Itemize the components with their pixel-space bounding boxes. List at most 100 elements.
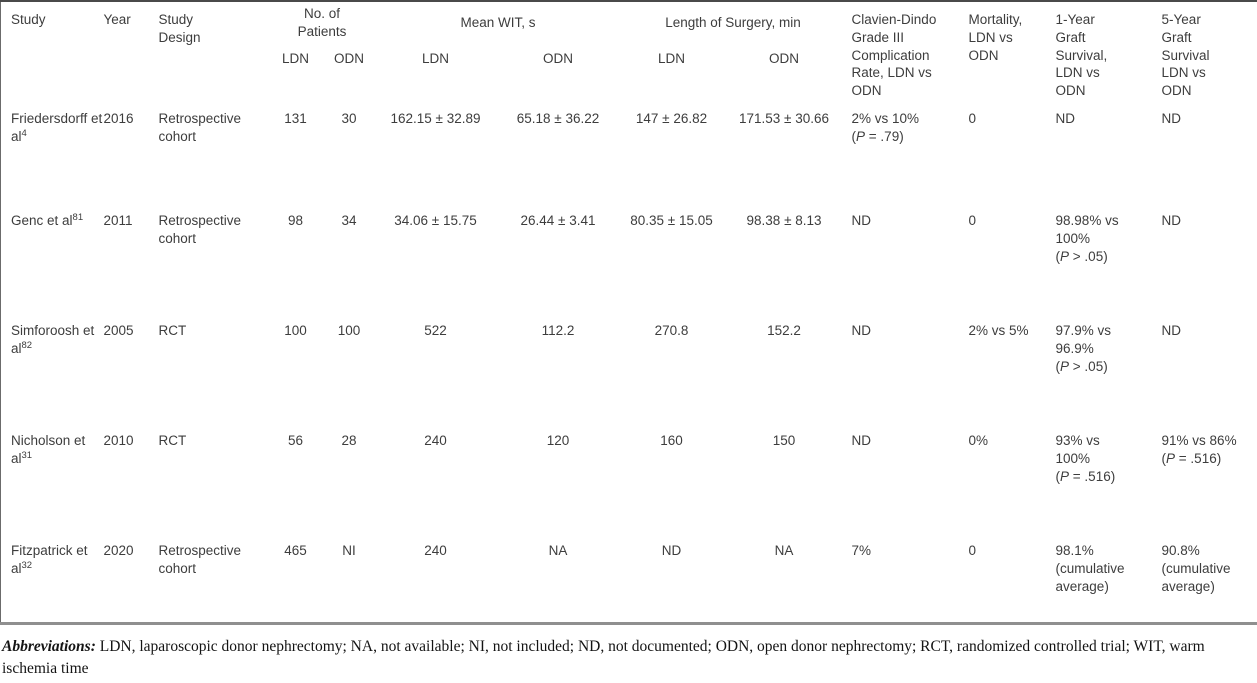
p-value: (P > .05) [1055,358,1108,374]
cell-wit-ldn: 162.15 ± 32.89 [390,111,481,127]
header-mean-wit: Mean WIT, s [460,15,536,31]
subheader-surgery-odn: ODN [769,51,800,67]
abbreviations-label: Abbreviations: [2,638,96,656]
table-row: Simforoosh et al82 2005 RCT 100 100 522 … [1,312,1257,422]
cell-surgery-ldn: 80.35 ± 15.05 [630,213,713,229]
reference-superscript: 82 [21,339,33,351]
table-row: Fitzpatrick et al32 2020 Retrospective c… [1,532,1257,624]
reference-superscript: 4 [21,127,27,139]
cell-mortality: 0 [968,543,977,559]
reference-superscript: 32 [21,559,33,571]
cell-patients-ldn: 98 [287,213,304,229]
cell-design: Retrospective cohort [158,213,242,246]
cell-5-year-graft: ND [1161,111,1182,127]
subheader-patients-odn: ODN [334,51,364,67]
cell-patients-odn: NI [342,543,356,559]
cell-patients-ldn: 465 [284,543,307,559]
cell-surgery-odn: 171.53 ± 30.66 [739,111,830,127]
cell-patients-ldn: 56 [287,433,304,449]
cell-complication: ND [851,323,872,339]
cell-wit-ldn: 240 [424,543,447,559]
ldn-odn-study-table: Study Year Study Design No. of Patients … [0,0,1257,626]
reference-superscript: 81 [72,212,84,224]
cell-surgery-odn: NA [774,543,794,559]
cell-wit-odn: 26.44 ± 3.41 [520,213,596,229]
cell-year: 2005 [103,323,134,339]
table-row: Genc et al81 2011 Retrospective cohort 9… [1,202,1257,312]
cell-study: Friedersdorff et al4 [11,111,103,144]
header-mortality: Mortality, LDN vs ODN [968,12,1023,63]
header-row-groups: Study Year Study Design No. of Patients … [1,1,1257,98]
cell-study: Nicholson et al31 [11,433,86,466]
cell-surgery-odn: 98.38 ± 8.13 [746,213,822,229]
subheader-patients-ldn: LDN [281,51,309,67]
header-length-of-surgery: Length of Surgery, min [665,15,801,31]
cell-study: Fitzpatrick et al32 [11,543,88,576]
table-row: Nicholson et al31 2010 RCT 56 28 240 120… [1,422,1257,532]
cell-wit-odn: 120 [546,433,570,449]
header-5-year-graft-survival: 5-Year Graft Survival LDN vs ODN [1161,12,1210,99]
cell-patients-ldn: 100 [284,323,307,339]
cell-surgery-ldn: 160 [660,433,683,449]
cell-wit-ldn: 240 [424,433,447,449]
header-study: Study [11,12,46,27]
subheader-surgery-ldn: LDN [658,51,686,67]
cell-year: 2016 [103,111,134,127]
cell-1-year-graft: 98.98% vs 100% (P > .05) [1050,202,1156,312]
subheader-wit-ldn: LDN [421,51,449,67]
p-value: (P > .05) [1055,248,1108,264]
reference-superscript: 31 [21,449,33,461]
cell-1-year-graft: 98.1% (cumulative average) [1055,543,1125,594]
cell-1-year-graft: 93% vs 100% (P = .516) [1050,422,1156,532]
cell-mortality: 0% [968,433,989,449]
cell-year: 2020 [103,543,134,559]
header-1-year-graft-survival: 1-Year Graft Survival, LDN vs ODN [1055,12,1108,99]
cell-5-year-graft: ND [1161,213,1182,229]
cell-design: RCT [158,323,187,339]
cell-mortality: 0 [968,111,977,127]
cell-design: Retrospective cohort [158,543,242,576]
cell-complication: 2% vs 10% (P = .79) [846,100,963,202]
cell-design: RCT [158,433,187,449]
cell-5-year-graft: ND [1161,323,1182,339]
cell-5-year-graft: 91% vs 86% (P = .516) [1156,422,1257,532]
abbreviations-footnote: Abbreviations: LDN, laparoscopic donor n… [0,636,1257,680]
cell-patients-odn: 100 [337,323,361,339]
cell-patients-odn: 28 [341,433,357,449]
header-clavien-dindo: Clavien-Dindo Grade III Complication Rat… [851,12,937,99]
cell-patients-ldn: 131 [284,111,307,127]
cell-mortality: 0 [968,213,977,229]
header-no-of-patients: No. of Patients [297,6,347,40]
subheader-wit-odn: ODN [543,51,573,67]
header-study-design: Study Design [158,12,201,45]
cell-1-year-graft: ND [1055,111,1076,127]
cell-wit-odn: 65.18 ± 36.22 [516,111,600,127]
cell-year: 2010 [103,433,134,449]
table-row: Friedersdorff et al4 2016 Retrospective … [1,100,1257,202]
cell-year: 2011 [103,213,133,229]
cell-patients-odn: 34 [341,213,357,229]
p-value: (P = .516) [1161,450,1222,466]
cell-5-year-graft: 90.8% (cumulative average) [1161,543,1231,594]
cell-design: Retrospective cohort [158,111,242,144]
cell-1-year-graft: 97.9% vs 96.9% (P > .05) [1050,312,1156,422]
p-value: (P = .79) [851,128,904,144]
cell-wit-ldn: 522 [424,323,447,339]
header-year: Year [103,12,131,27]
p-value: (P = .516) [1055,468,1116,484]
cell-mortality: 2% vs 5% [968,323,1029,339]
abbreviations-text: LDN, laparoscopic donor nephrectomy; NA,… [2,638,1205,678]
cell-wit-ldn: 34.06 ± 15.75 [394,213,477,229]
cell-surgery-ldn: 147 ± 26.82 [635,111,708,127]
header-row-subcolumns: LDN ODN LDN ODN LDN ODN [1,44,1257,100]
cell-patients-odn: 30 [341,111,357,127]
cell-surgery-odn: 150 [772,433,796,449]
cell-surgery-ldn: 270.8 [654,323,689,339]
cell-wit-odn: 112.2 [541,323,575,339]
cell-wit-odn: NA [548,543,568,559]
cell-complication: 7% [851,543,872,559]
cell-complication: ND [851,433,872,449]
cell-surgery-odn: 152.2 [767,323,801,339]
cell-surgery-ldn: ND [661,543,682,559]
